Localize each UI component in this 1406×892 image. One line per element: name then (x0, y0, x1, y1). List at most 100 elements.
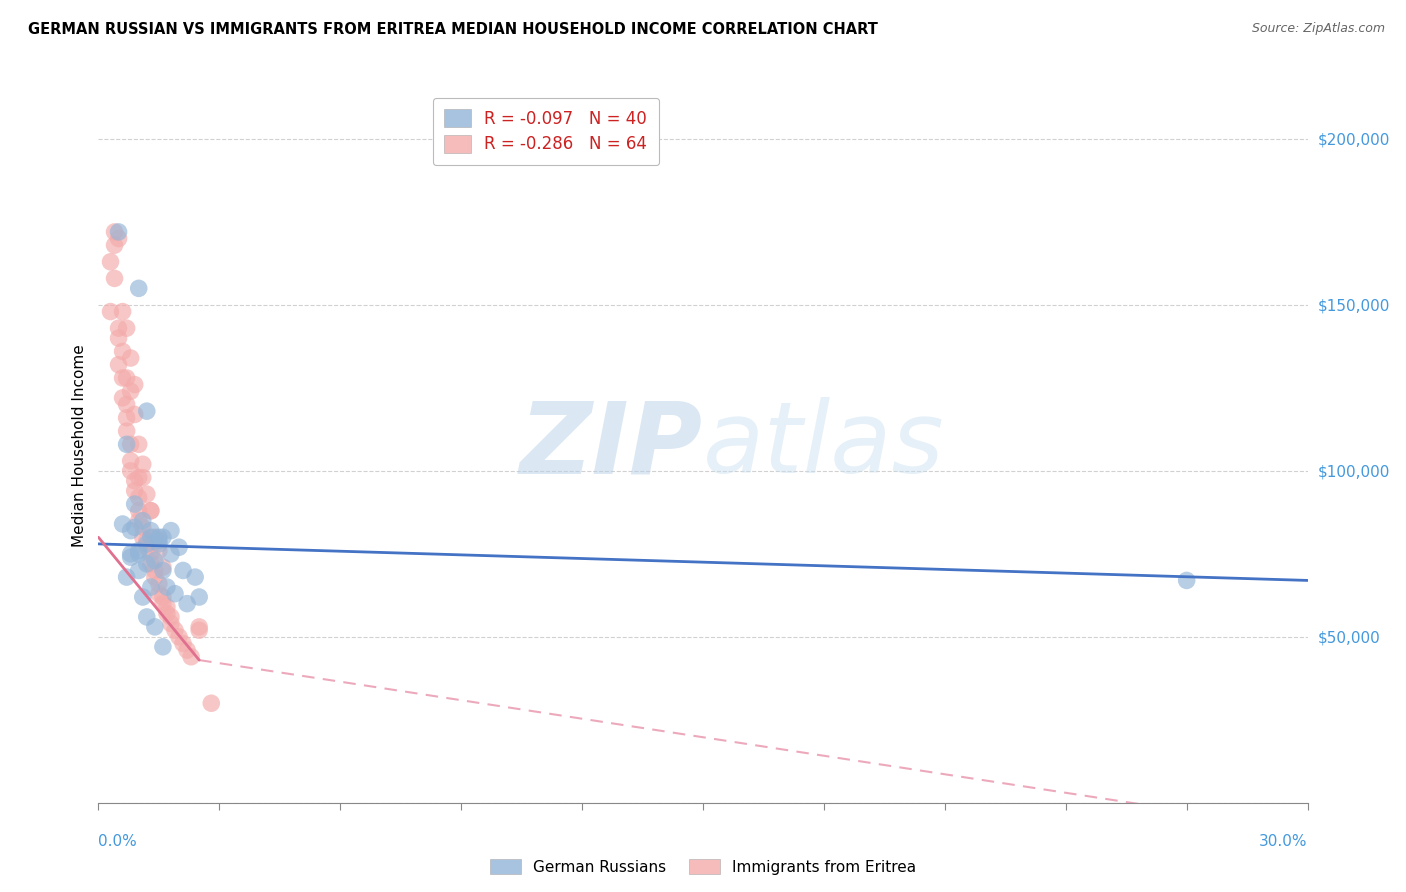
Text: 0.0%: 0.0% (98, 834, 138, 849)
Point (111, 344, 134, 359)
Point (124, 497, 146, 511)
Point (139, 530, 162, 544)
Point (111, 304, 134, 318)
Point (180, 649, 202, 664)
Point (132, 470, 155, 484)
Point (139, 524, 162, 538)
Point (103, 225, 125, 239)
Point (120, 550, 142, 565)
Point (100, 304, 122, 318)
Point (143, 530, 166, 544)
Point (172, 636, 194, 650)
Point (152, 530, 174, 544)
Point (163, 587, 186, 601)
Point (148, 533, 170, 548)
Point (160, 610, 183, 624)
Point (1175, 574, 1198, 588)
Point (188, 624, 211, 638)
Point (188, 590, 211, 604)
Point (143, 564, 166, 578)
Point (132, 514, 155, 528)
Point (156, 607, 179, 621)
Point (128, 437, 150, 451)
Point (143, 620, 166, 634)
Point (107, 358, 129, 372)
Y-axis label: Median Household Income: Median Household Income (72, 344, 87, 548)
Point (103, 238, 125, 252)
Point (128, 281, 150, 295)
Point (148, 537, 170, 551)
Point (200, 696, 222, 710)
Point (103, 271, 125, 285)
Point (107, 321, 129, 335)
Point (120, 384, 142, 399)
Point (128, 564, 150, 578)
Point (115, 397, 138, 411)
Point (120, 454, 142, 468)
Point (160, 547, 183, 561)
Point (115, 570, 138, 584)
Legend: German Russians, Immigrants from Eritrea: German Russians, Immigrants from Eritrea (484, 853, 922, 880)
Point (156, 580, 179, 594)
Point (115, 410, 138, 425)
Point (124, 377, 146, 392)
Point (188, 620, 211, 634)
Point (135, 487, 157, 501)
Point (172, 564, 194, 578)
Point (115, 321, 138, 335)
Point (100, 254, 122, 268)
Point (139, 580, 162, 594)
Point (143, 570, 166, 584)
Point (107, 231, 129, 245)
Point (152, 597, 174, 611)
Point (148, 543, 170, 558)
Text: ZIP: ZIP (520, 398, 703, 494)
Point (148, 530, 170, 544)
Text: atlas: atlas (703, 398, 945, 494)
Point (107, 225, 129, 239)
Point (111, 391, 134, 405)
Point (124, 408, 146, 422)
Text: GERMAN RUSSIAN VS IMMIGRANTS FROM ERITREA MEDIAN HOUSEHOLD INCOME CORRELATION CH: GERMAN RUSSIAN VS IMMIGRANTS FROM ERITRE… (28, 22, 877, 37)
Point (132, 590, 155, 604)
Point (176, 643, 198, 657)
Point (139, 547, 162, 561)
Point (115, 371, 138, 385)
Point (160, 616, 183, 631)
Point (167, 540, 190, 554)
Point (156, 599, 179, 614)
Point (107, 331, 129, 345)
Point (128, 504, 150, 518)
Point (135, 540, 157, 554)
Point (148, 576, 170, 591)
Point (124, 474, 146, 488)
Point (124, 483, 146, 498)
Point (120, 437, 142, 451)
Text: 30.0%: 30.0% (1260, 834, 1308, 849)
Point (135, 537, 157, 551)
Point (132, 520, 155, 534)
Point (128, 514, 150, 528)
Point (132, 457, 155, 471)
Point (176, 597, 198, 611)
Point (184, 570, 207, 584)
Point (120, 464, 142, 478)
Point (152, 564, 174, 578)
Point (111, 371, 134, 385)
Point (120, 351, 142, 365)
Point (135, 404, 157, 418)
Point (135, 610, 157, 624)
Point (128, 547, 150, 561)
Point (152, 590, 174, 604)
Point (167, 630, 190, 644)
Point (115, 424, 138, 438)
Point (152, 640, 174, 654)
Point (139, 504, 162, 518)
Point (128, 491, 150, 505)
Point (135, 533, 157, 548)
Text: Source: ZipAtlas.com: Source: ZipAtlas.com (1251, 22, 1385, 36)
Point (148, 587, 170, 601)
Point (128, 470, 150, 484)
Point (135, 557, 157, 571)
Point (132, 530, 155, 544)
